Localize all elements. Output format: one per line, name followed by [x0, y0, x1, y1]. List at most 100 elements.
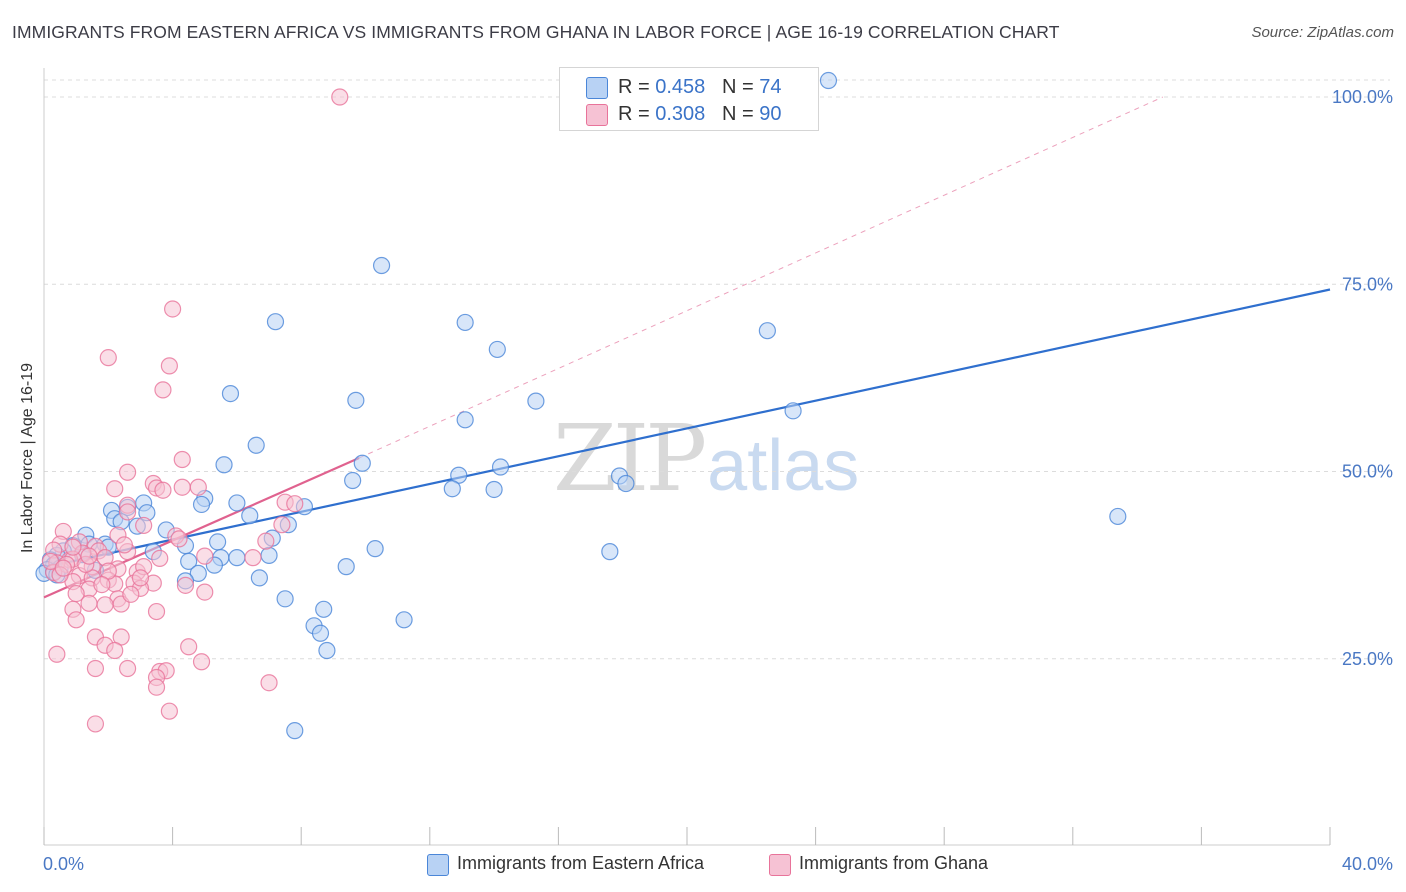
point-ghana-75 — [86, 715, 105, 733]
trend-line-ghana-extended — [358, 96, 1164, 459]
point-ghana-48 — [176, 576, 195, 594]
point-ghana-87 — [80, 547, 98, 565]
axes — [43, 68, 1331, 846]
tick-labels: 25.0% 50.0% 75.0% 100.0% 0.0% 40.0% — [43, 87, 1393, 874]
point-eastern-africa-20 — [485, 480, 503, 499]
point-eastern-africa-5 — [758, 322, 776, 340]
point-eastern-africa-66 — [276, 590, 294, 608]
point-eastern-africa-69 — [311, 624, 330, 642]
y-tick-label-25: 25.0% — [1342, 649, 1393, 669]
point-eastern-africa-12 — [215, 456, 233, 474]
point-eastern-africa-46 — [601, 543, 619, 561]
series-ghana — [41, 88, 349, 733]
point-eastern-africa-62 — [337, 558, 355, 576]
point-ghana-64 — [180, 638, 198, 656]
point-ghana-76 — [286, 495, 304, 513]
chart-title: IMMIGRANTS FROM EASTERN AFRICA VS IMMIGR… — [12, 22, 1060, 42]
point-ghana-88 — [115, 536, 133, 554]
point-ghana-86 — [64, 538, 82, 556]
point-eastern-africa-70 — [318, 641, 336, 660]
point-eastern-africa-9 — [784, 402, 802, 420]
point-eastern-africa-32 — [241, 507, 259, 525]
point-eastern-africa-6 — [221, 385, 240, 403]
bottom-legend-label: Immigrants from Eastern Africa — [457, 853, 705, 873]
point-eastern-africa-7 — [347, 391, 365, 409]
point-ghana-84 — [122, 585, 140, 603]
point-ghana-65 — [48, 645, 66, 663]
point-ghana-54 — [80, 594, 98, 612]
point-ghana-74 — [160, 702, 178, 720]
point-eastern-africa-25 — [228, 494, 246, 512]
legend-r-value: 0.458 — [655, 76, 706, 98]
point-ghana-58 — [147, 602, 166, 621]
bottom-legend-swatch-blue — [427, 854, 449, 876]
point-eastern-africa-65 — [250, 569, 269, 587]
point-eastern-africa-21 — [1109, 507, 1127, 526]
y-tick-label-50: 50.0% — [1342, 462, 1393, 482]
point-ghana-12 — [154, 481, 172, 499]
bottom-legend-label: Immigrants from Ghana — [799, 853, 989, 873]
point-eastern-africa-13 — [353, 454, 371, 472]
point-eastern-africa-67 — [315, 600, 333, 618]
point-ghana-33 — [151, 549, 169, 567]
point-eastern-africa-8 — [527, 392, 545, 410]
legend-r-value: 0.308 — [655, 103, 706, 125]
point-ghana-10 — [189, 478, 207, 496]
point-eastern-africa-63 — [189, 564, 207, 582]
point-ghana-18 — [135, 516, 153, 535]
legend-swatch-blue — [586, 77, 608, 99]
point-ghana-4 — [154, 381, 172, 399]
series-eastern-africa — [35, 71, 1127, 740]
point-ghana-21 — [257, 532, 275, 550]
point-eastern-africa-51 — [180, 552, 198, 570]
point-ghana-85 — [170, 530, 188, 548]
point-ghana-9 — [173, 478, 191, 496]
point-ghana-72 — [260, 674, 278, 692]
point-ghana-73 — [147, 678, 166, 696]
point-ghana-59 — [67, 611, 85, 629]
legend-swatch-pink — [586, 104, 608, 126]
point-ghana-6 — [118, 463, 137, 481]
point-eastern-africa-52 — [228, 549, 246, 567]
point-ghana-15 — [118, 503, 137, 521]
point-eastern-africa-53 — [260, 546, 278, 564]
point-eastern-africa-19 — [443, 480, 461, 498]
x-tick-label-min: 0.0% — [43, 854, 84, 874]
point-eastern-africa-2 — [266, 313, 285, 331]
point-ghana-2 — [99, 349, 117, 367]
point-eastern-africa-3 — [456, 313, 474, 332]
legend-n-label: N = — [721, 76, 760, 98]
point-ghana-82 — [54, 559, 72, 577]
point-ghana-5 — [173, 450, 191, 469]
point-eastern-africa-18 — [344, 471, 362, 490]
legend-r-label: R = — [618, 103, 656, 125]
bottom-legend-swatch-pink — [769, 854, 791, 876]
point-ghana-70 — [192, 653, 211, 671]
point-eastern-africa-17 — [617, 474, 635, 493]
point-eastern-africa-4 — [488, 340, 506, 359]
point-ghana-16 — [273, 516, 291, 534]
data-points — [35, 71, 1127, 740]
point-ghana-29 — [196, 547, 214, 565]
point-ghana-67 — [118, 659, 137, 678]
point-ghana-89 — [244, 549, 262, 567]
point-eastern-africa-43 — [209, 533, 227, 551]
y-tick-label-75: 75.0% — [1342, 274, 1393, 294]
trend-lines — [43, 96, 1331, 599]
point-eastern-africa-11 — [247, 436, 265, 454]
point-ghana-53 — [196, 583, 214, 601]
y-tick-label-100: 100.0% — [1332, 87, 1393, 107]
point-ghana-55 — [96, 596, 114, 614]
legend-stats-eastern-africa: R = 0.458 N = 74 — [618, 76, 781, 99]
point-eastern-africa-0 — [819, 71, 838, 90]
legend-n-value: 90 — [759, 103, 782, 125]
point-eastern-africa-45 — [366, 540, 384, 558]
gridlines — [44, 79, 1390, 660]
point-ghana-1 — [164, 300, 182, 318]
point-ghana-0 — [331, 88, 349, 106]
point-eastern-africa-72 — [286, 722, 304, 740]
legend-r-label: R = — [618, 76, 656, 98]
source-label: Source: ZipAtlas.com — [1251, 24, 1394, 41]
point-eastern-africa-1 — [372, 256, 391, 275]
